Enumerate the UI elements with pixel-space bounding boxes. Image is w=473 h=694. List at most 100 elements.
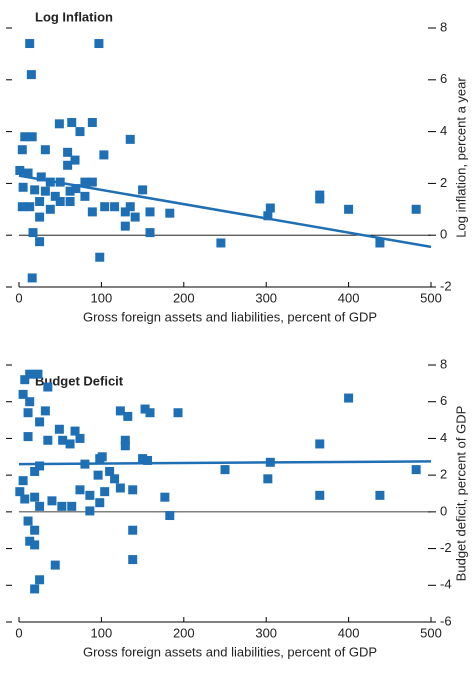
point xyxy=(23,432,33,442)
point xyxy=(344,204,354,214)
point xyxy=(55,197,65,207)
point xyxy=(35,575,45,585)
point xyxy=(173,408,183,418)
point xyxy=(63,147,73,157)
trend-line xyxy=(18,174,432,249)
x-tick-label: 500 xyxy=(420,290,442,305)
point xyxy=(80,191,90,201)
point xyxy=(26,70,36,80)
point xyxy=(85,506,95,516)
point xyxy=(23,516,33,526)
point xyxy=(315,194,325,204)
point xyxy=(375,238,385,248)
point xyxy=(165,511,175,521)
point xyxy=(40,145,50,155)
point xyxy=(99,150,109,160)
x-tick-label: 0 xyxy=(15,290,22,305)
point xyxy=(17,145,27,155)
y-tick-label: 4 xyxy=(440,430,447,445)
point xyxy=(25,39,35,49)
x-tick-label: 200 xyxy=(173,625,195,640)
point xyxy=(36,172,46,182)
point xyxy=(33,369,43,379)
point xyxy=(128,555,138,565)
point xyxy=(120,207,130,217)
y-tick-label: 8 xyxy=(440,19,447,34)
x-tick-label: 400 xyxy=(338,625,360,640)
point xyxy=(30,525,40,535)
point xyxy=(71,184,81,194)
point xyxy=(220,465,230,475)
point xyxy=(27,273,37,283)
point xyxy=(65,439,75,449)
point xyxy=(110,474,120,484)
point xyxy=(28,228,38,238)
point xyxy=(65,197,75,207)
point xyxy=(65,186,75,196)
point xyxy=(43,382,53,392)
point xyxy=(35,501,45,511)
x-tick-label: 100 xyxy=(91,290,113,305)
point xyxy=(115,483,125,493)
point xyxy=(110,202,120,212)
point xyxy=(80,177,90,187)
point xyxy=(75,127,85,137)
x-tick-label: 300 xyxy=(255,290,277,305)
point xyxy=(63,160,73,170)
point xyxy=(30,492,40,502)
point xyxy=(20,132,30,142)
chart-title: Budget Deficit xyxy=(35,373,124,388)
point xyxy=(30,185,40,195)
y-tick-label: 2 xyxy=(440,467,447,482)
point xyxy=(67,501,77,511)
point xyxy=(128,525,138,535)
point xyxy=(30,584,40,594)
point xyxy=(160,492,170,502)
point xyxy=(85,490,95,500)
y-tick-label: 6 xyxy=(440,393,447,408)
point xyxy=(18,476,28,486)
point xyxy=(57,501,67,511)
point xyxy=(75,485,85,495)
point xyxy=(35,461,45,471)
point xyxy=(216,238,226,248)
point xyxy=(25,369,35,379)
point xyxy=(30,466,40,476)
point xyxy=(120,441,130,451)
point xyxy=(18,389,28,399)
point xyxy=(70,155,80,165)
y-tick-label: -4 xyxy=(440,577,452,592)
y-axis-label: Budget deficit, percent of GDP xyxy=(453,406,468,582)
y-tick-label: 0 xyxy=(440,227,447,242)
point xyxy=(411,465,421,475)
point xyxy=(95,252,105,262)
point xyxy=(54,424,64,434)
point xyxy=(115,406,125,416)
point xyxy=(50,191,60,201)
point xyxy=(70,426,80,436)
point xyxy=(265,203,275,213)
point xyxy=(67,118,77,128)
point xyxy=(95,498,105,508)
point xyxy=(23,168,33,178)
x-tick-label: 0 xyxy=(15,625,22,640)
x-tick-label: 100 xyxy=(91,625,113,640)
point xyxy=(25,536,35,546)
point xyxy=(263,474,273,484)
x-tick-label: 200 xyxy=(173,290,195,305)
point xyxy=(50,560,60,570)
point xyxy=(87,177,97,187)
point xyxy=(94,39,104,49)
point xyxy=(97,452,107,462)
point xyxy=(35,237,45,247)
point xyxy=(25,397,35,407)
point xyxy=(411,204,421,214)
point xyxy=(315,439,325,449)
point xyxy=(40,406,50,416)
y-tick-label: 2 xyxy=(440,175,447,190)
point xyxy=(47,496,57,506)
point xyxy=(54,119,64,129)
point xyxy=(375,490,385,500)
y-tick-label: -6 xyxy=(440,613,452,628)
